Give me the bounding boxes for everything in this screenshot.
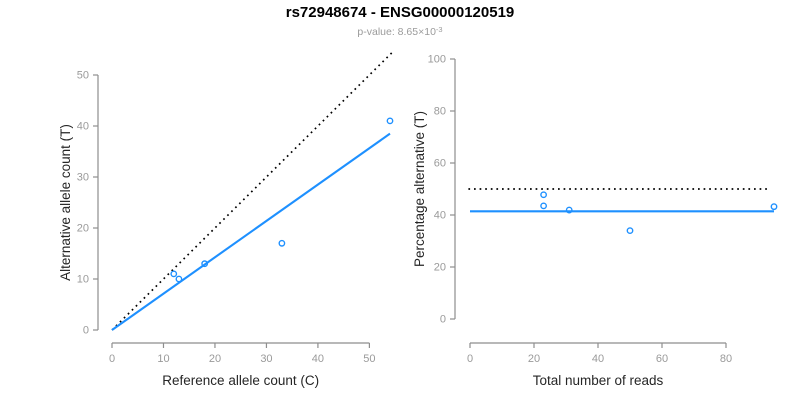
x-tick-label: 30 xyxy=(260,353,272,365)
y-tick-label: 40 xyxy=(77,121,89,133)
x-tick-label: 40 xyxy=(312,353,324,365)
y-axis-title: Percentage alternative (T) xyxy=(412,111,427,267)
p-value-exponent: -3 xyxy=(435,25,443,34)
y-tick-label: 20 xyxy=(434,262,446,274)
y-tick-label: 0 xyxy=(83,325,89,337)
x-tick-label: 20 xyxy=(528,353,540,365)
x-tick-label: 10 xyxy=(157,353,169,365)
identity-line xyxy=(111,51,394,331)
data-point xyxy=(540,191,547,199)
x-tick-label: 80 xyxy=(720,353,732,365)
data-point xyxy=(770,203,778,211)
data-point xyxy=(278,239,286,247)
data-point xyxy=(565,206,573,214)
page-title: rs72948674 - ENSG00000120519 xyxy=(285,4,515,21)
x-tick-label: 20 xyxy=(209,353,221,365)
y-tick-label: 60 xyxy=(434,158,446,170)
x-tick-label: 60 xyxy=(656,353,668,365)
y-axis-title: Alternative allele count (T) xyxy=(58,124,73,281)
x-tick-label: 0 xyxy=(109,353,115,365)
data-point xyxy=(626,227,634,235)
data-point xyxy=(201,260,209,268)
x-tick-label: 40 xyxy=(592,353,604,365)
y-tick-label: 50 xyxy=(77,70,89,82)
data-point xyxy=(386,117,394,125)
data-point xyxy=(175,275,183,283)
y-tick-label: 20 xyxy=(77,223,89,235)
data-point xyxy=(170,270,178,278)
y-tick-label: 100 xyxy=(428,54,446,66)
regression-line xyxy=(111,132,391,331)
p-value-text: p-value: 8.65×10 xyxy=(357,26,436,38)
x-axis-title: Reference allele count (C) xyxy=(162,373,319,388)
x-axis-title: Total number of reads xyxy=(533,373,664,388)
data-point xyxy=(540,202,547,210)
y-tick-label: 0 xyxy=(440,314,446,326)
y-tick-label: 10 xyxy=(77,274,89,286)
page-subtitle: p-value: 8.65×10-3 xyxy=(0,25,800,38)
y-tick-label: 30 xyxy=(77,172,89,184)
x-tick-label: 50 xyxy=(363,353,375,365)
y-tick-label: 80 xyxy=(434,106,446,118)
x-tick-label: 0 xyxy=(467,353,473,365)
y-tick-label: 40 xyxy=(434,210,446,222)
